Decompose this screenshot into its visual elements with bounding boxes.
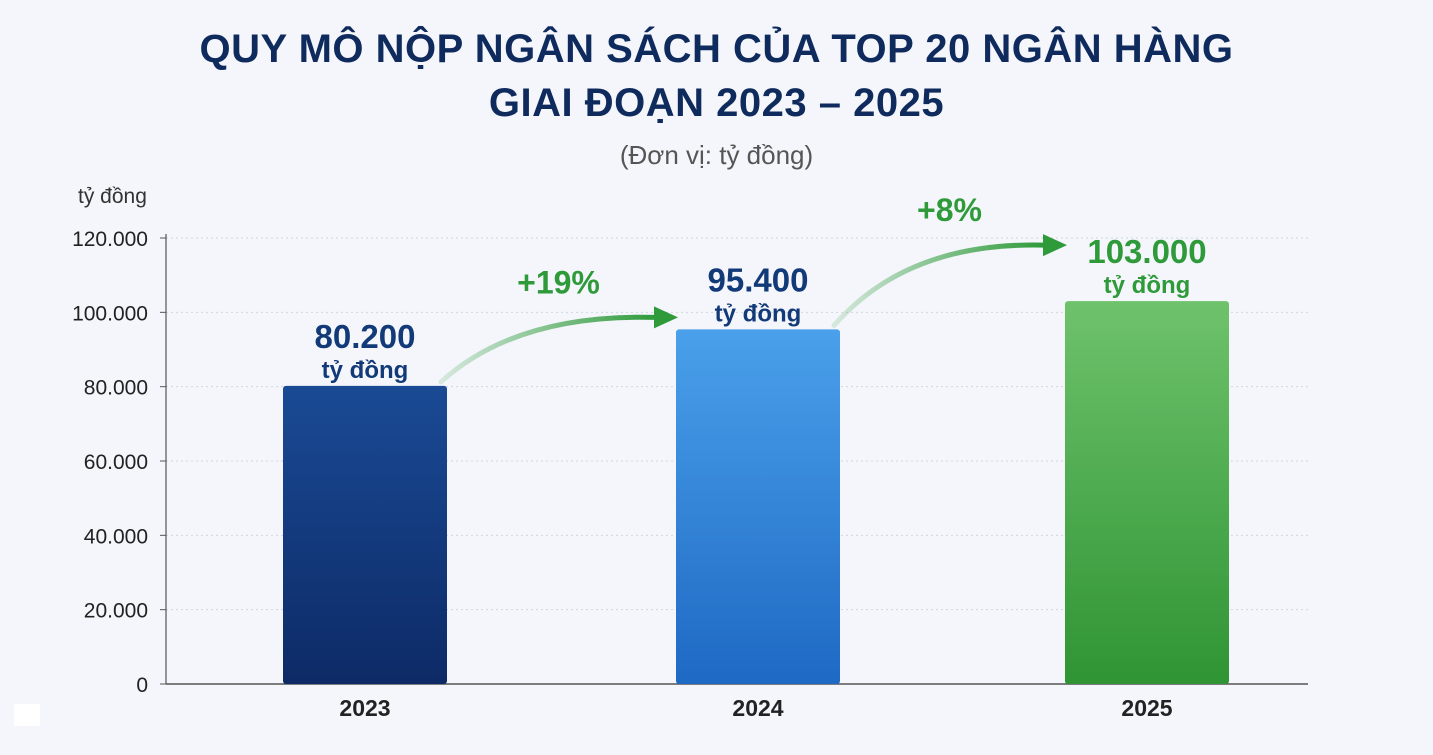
x-tick-label: 2025 [1121,695,1172,721]
bar-2023 [283,385,447,684]
y-tick-label: 60.000 [84,451,148,474]
chart-title-line-1: QUY MÔ NỘP NGÂN SÁCH CỦA TOP 20 NGÂN HÀN… [199,27,1234,71]
chart-subtitle: (Đơn vị: tỷ đồng) [619,140,814,170]
y-tick-label: 100.000 [72,302,148,325]
y-tick-label: 120.000 [72,228,148,251]
chart-title: QUY MÔ NỘP NGÂN SÁCH CỦA TOP 20 NGÂN HÀN… [0,22,1433,130]
growth-arrow [831,242,1048,328]
data-label-unit: tỷ đồng [1104,272,1191,299]
bar-2025 [1065,301,1229,684]
chart-title-line-2: GIAI ĐOẠN 2023 – 2025 [488,81,945,125]
data-label-unit: tỷ đồng [322,357,409,384]
bar-2024 [676,329,840,684]
growth-arrow-head [654,306,678,329]
y-tick-label: 80.000 [84,377,148,400]
x-tick-label: 2024 [732,695,783,721]
data-label-unit: tỷ đồng [715,300,802,327]
data-label-value: 95.400 [708,261,809,298]
data-label-value: 80.200 [315,318,416,355]
growth-arrow-head [1043,234,1067,257]
growth-label: +8% [917,192,982,228]
data-label-value: 103.000 [1087,233,1206,270]
y-axis-label: tỷ đồng [78,185,147,208]
y-tick-label: 40.000 [84,525,148,548]
y-tick-label: 0 [136,674,148,697]
growth-arrow [438,314,659,385]
y-tick-label: 20.000 [84,600,148,623]
x-tick-label: 2023 [339,695,390,721]
growth-label: +19% [517,264,600,300]
corner-mark [14,704,40,726]
